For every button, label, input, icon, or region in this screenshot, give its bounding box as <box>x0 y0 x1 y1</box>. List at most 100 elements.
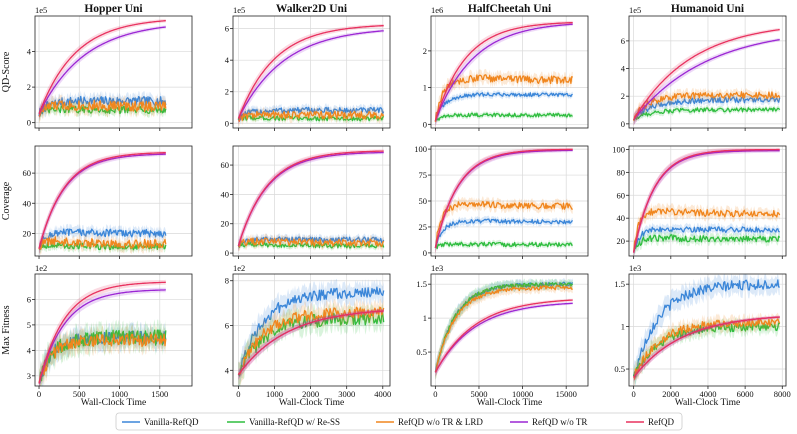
y-tick-label: 20 <box>617 236 626 246</box>
axis-labels: Hopper Uni Wall-Clock Time Walker2D Uni Wal… <box>1 3 745 408</box>
series-line <box>434 112 573 122</box>
y-tick-label: 100 <box>414 144 427 154</box>
y-tick-label: 2 <box>225 87 229 97</box>
x-tick-label: 0 <box>37 389 41 399</box>
x-tick-label: 0 <box>632 389 636 399</box>
y-tick-label: 40 <box>617 213 626 223</box>
series-line <box>237 30 384 119</box>
y-tick-label: 1 <box>423 83 427 93</box>
series-line <box>434 21 573 121</box>
series-line <box>632 234 781 253</box>
y-axis-label: QD-Score <box>1 51 12 92</box>
panel: 0 2 4 6 1e5 <box>621 5 787 131</box>
series-line <box>237 24 384 119</box>
series-band <box>435 89 573 126</box>
series-line <box>38 281 166 384</box>
series-line <box>633 316 780 378</box>
y-tick-label: 4 <box>225 55 230 65</box>
series-line <box>632 279 780 377</box>
series-line <box>633 38 780 121</box>
series-line <box>237 310 384 376</box>
series-line <box>237 306 385 375</box>
y-tick-label: 3 <box>27 371 31 381</box>
series-line <box>632 148 780 253</box>
x-tick-label: 15000 <box>556 389 577 399</box>
panel: 20 40 60 80 100 <box>612 144 787 259</box>
x-tick-label: 2000 <box>302 389 319 399</box>
x-tick-label: 4000 <box>699 389 716 399</box>
series-line <box>238 237 385 248</box>
series-line <box>237 115 385 122</box>
axes-frame <box>232 145 391 257</box>
series-band <box>39 152 166 255</box>
series-line <box>632 318 781 380</box>
y-tick-label: 40 <box>221 189 230 199</box>
y-tick-label: 8 <box>225 276 229 286</box>
series-band <box>435 148 573 254</box>
axes-frame <box>430 273 589 387</box>
series-band <box>39 231 166 256</box>
y-tick-label: 0 <box>225 118 229 128</box>
y-tick-label: 1 <box>621 322 625 332</box>
series-line <box>237 286 385 377</box>
series-band <box>633 230 780 256</box>
series-band <box>633 27 780 126</box>
y-tick-label: 6 <box>225 24 229 34</box>
series-line <box>38 333 167 383</box>
series-line <box>434 149 573 248</box>
axes-frame <box>628 273 787 387</box>
series-band <box>39 319 166 386</box>
series-band <box>633 148 780 256</box>
series-line <box>434 285 573 373</box>
legend-label: RefQD w/o TR <box>532 417 587 427</box>
series-line <box>38 236 167 250</box>
x-axis-label: Wall-Clock Time <box>477 398 542 408</box>
y-tick-label: 75 <box>419 170 428 180</box>
x-tick-label: 6000 <box>737 389 754 399</box>
y-tick-label: 20 <box>221 219 230 229</box>
y-axis-label: Max Fitness <box>1 305 12 354</box>
series-line <box>434 281 574 373</box>
series-line <box>434 148 573 248</box>
series-line <box>38 228 167 250</box>
series-band <box>435 278 573 380</box>
y-tick-label: 6 <box>225 321 229 331</box>
y-tick-label: 60 <box>221 160 230 170</box>
panel: 20 40 60 <box>23 145 193 259</box>
y-tick-label: 60 <box>617 190 626 200</box>
x-axis-label: Wall-Clock Time <box>675 398 740 408</box>
axis-exponent: 1e2 <box>233 263 245 273</box>
y-tick-label: 2 <box>27 82 31 92</box>
series-band <box>435 215 573 252</box>
series-band <box>238 278 384 386</box>
x-tick-label: 8000 <box>774 389 791 399</box>
axis-exponent: 1e5 <box>35 5 47 15</box>
axes-frame <box>628 145 787 257</box>
y-tick-label: 4 <box>27 345 32 355</box>
series-line <box>38 152 166 249</box>
y-tick-label: 6 <box>27 294 31 304</box>
series-line <box>632 226 781 253</box>
x-tick-label: 4000 <box>374 389 391 399</box>
series-band <box>238 150 384 252</box>
series-line <box>632 207 781 253</box>
y-tick-label: 4 <box>225 365 230 375</box>
legend-label: Vanilla-RefQD <box>144 417 199 427</box>
series-line <box>633 107 781 121</box>
series-line <box>434 200 573 249</box>
axis-exponent: 1e3 <box>629 263 641 273</box>
y-tick-label: 0 <box>621 119 625 129</box>
x-tick-label: 1500 <box>151 389 168 399</box>
panel: 0 1 2 1e6 <box>423 5 589 131</box>
axes-frame <box>430 15 589 129</box>
series-band <box>435 298 573 377</box>
series-band <box>435 147 573 254</box>
y-tick-label: 2 <box>423 46 427 56</box>
series-band <box>633 312 780 386</box>
series-band <box>435 196 573 255</box>
series-band <box>238 29 384 125</box>
x-tick-label: 0 <box>433 389 437 399</box>
x-axis-label: Wall-Clock Time <box>81 398 146 408</box>
y-tick-label: 0 <box>423 248 427 258</box>
